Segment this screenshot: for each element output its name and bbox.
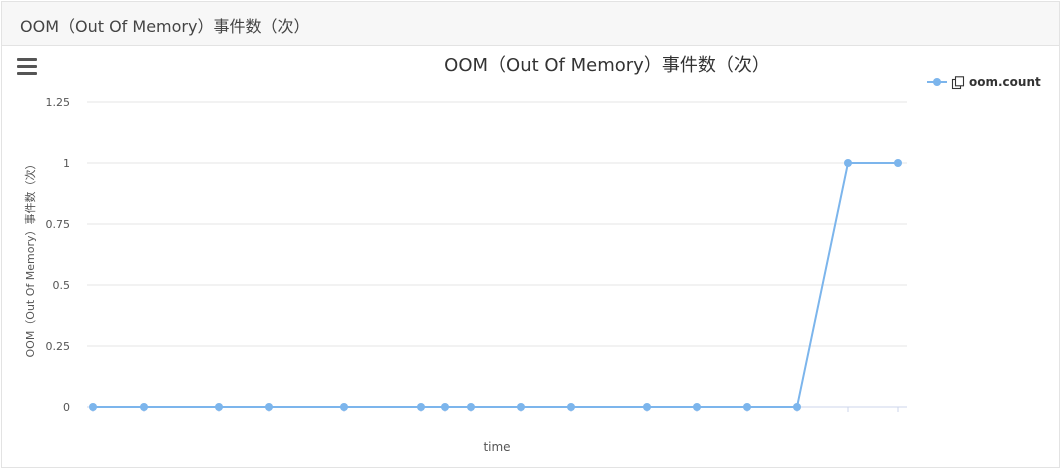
data-point [215, 403, 223, 411]
y-tick-label: 1 [63, 157, 70, 170]
data-point [894, 159, 902, 167]
data-point [140, 403, 148, 411]
data-point [340, 403, 348, 411]
data-point [643, 403, 651, 411]
hamburger-menu-icon[interactable] [17, 58, 37, 76]
y-tick-label: 0.75 [46, 218, 71, 231]
data-point [793, 403, 801, 411]
data-point [417, 403, 425, 411]
y-tick-label: 0 [63, 401, 70, 414]
legend-marker [933, 78, 941, 86]
chart-title: OOM（Out Of Memory）事件数（次） [444, 55, 770, 76]
data-point [467, 403, 475, 411]
data-point [265, 403, 273, 411]
data-point [441, 403, 449, 411]
x-axis-title: time [483, 440, 510, 454]
y-tick-label: 0.5 [53, 279, 71, 292]
data-point [844, 159, 852, 167]
data-point [89, 403, 97, 411]
data-point [693, 403, 701, 411]
data-point [743, 403, 751, 411]
data-point [517, 403, 525, 411]
data-point [567, 403, 575, 411]
y-tick-label: 1.25 [46, 96, 71, 109]
y-tick-label: 0.25 [46, 340, 71, 353]
y-axis-title: OOM（Out Of Memory）事件数（次） [23, 158, 37, 357]
copy-icon [951, 76, 965, 90]
legend-label: oom.count [969, 75, 1041, 89]
